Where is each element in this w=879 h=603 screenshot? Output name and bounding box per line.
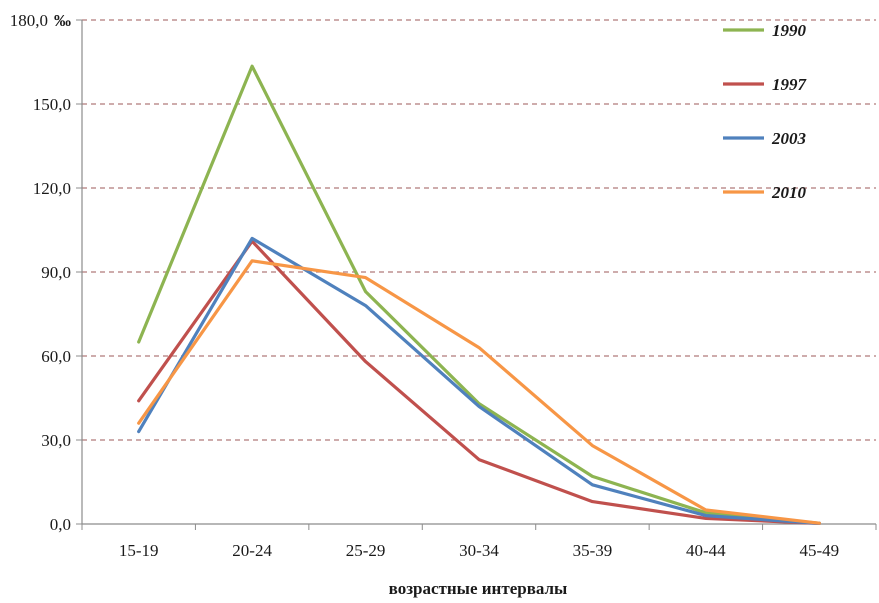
gridlines <box>82 19 876 441</box>
x-axis-title: возрастные интервалы <box>389 579 568 598</box>
y-tick-labels: 0,0 30,0 60,0 90,0 120,0 150,0 180,0 ‰ <box>10 11 71 534</box>
legend: 1990 1997 2003 2010 <box>723 21 808 202</box>
y-tick-label: 90,0 <box>41 263 71 282</box>
x-tick-label: 15-19 <box>119 541 159 560</box>
series-line-2010 <box>137 259 821 525</box>
series-line-1997 <box>137 239 821 526</box>
legend-label-1997: 1997 <box>772 75 808 94</box>
legend-label-2010: 2010 <box>771 183 807 202</box>
axes <box>76 19 877 530</box>
series-line-1990 <box>137 64 821 525</box>
x-tick-label: 45-49 <box>799 541 839 560</box>
y-tick-label: 180,0 ‰ <box>10 11 71 30</box>
x-tick-label: 35-39 <box>573 541 613 560</box>
y-tick-label: 30,0 <box>41 431 71 450</box>
legend-label-2003: 2003 <box>771 129 807 148</box>
x-tick-label: 30-34 <box>459 541 499 560</box>
y-tick-label: 120,0 <box>33 179 71 198</box>
series-lines <box>137 64 821 526</box>
legend-label-1990: 1990 <box>772 21 807 40</box>
y-tick-label: 150,0 <box>33 95 71 114</box>
x-tick-label: 25-29 <box>346 541 386 560</box>
x-tick-label: 20-24 <box>232 541 272 560</box>
x-tick-labels: 15-19 20-24 25-29 30-34 35-39 40-44 45-49 <box>119 541 839 560</box>
y-tick-label: 60,0 <box>41 347 71 366</box>
y-tick-label: 0,0 <box>50 515 71 534</box>
series-line-2003 <box>137 236 821 526</box>
x-tick-label: 40-44 <box>686 541 726 560</box>
